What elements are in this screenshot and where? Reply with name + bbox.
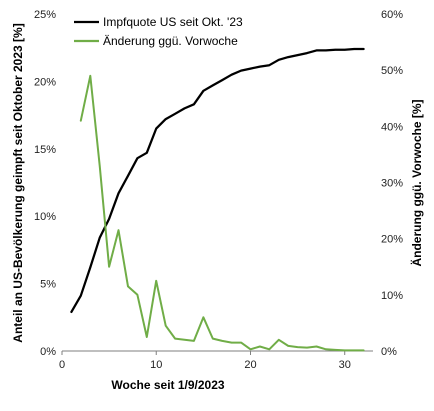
x-tick-label: 10 <box>150 359 162 371</box>
right-axis-ticks: 0% 10% 20% 30% 40% 50% 60% <box>381 9 403 358</box>
left-tick-label: 25% <box>34 9 56 21</box>
right-tick-label: 0% <box>381 346 397 358</box>
legend: Impfquote US seit Okt. '23 Änderung ggü. … <box>74 15 243 48</box>
left-tick-label: 5% <box>40 279 56 291</box>
legend-label-1: Impfquote US seit Okt. '23 <box>103 15 243 29</box>
left-axis-ticks: 0% 5% 10% 15% 20% 25% <box>34 9 56 358</box>
x-tick-label: 0 <box>59 359 65 371</box>
x-axis-ticks: 0 10 20 30 <box>59 351 351 371</box>
right-tick-label: 30% <box>381 178 403 190</box>
left-tick-label: 0% <box>40 346 56 358</box>
right-tick-label: 60% <box>381 9 403 21</box>
right-tick-label: 10% <box>381 290 403 302</box>
x-tick-label: 20 <box>244 359 256 371</box>
legend-label-2: Änderung ggü. Vorwoche <box>103 34 238 48</box>
left-tick-label: 10% <box>34 211 56 223</box>
right-axis-title: Änderung ggü. Vorwoche [%] <box>409 99 424 266</box>
left-tick-label: 15% <box>34 144 56 156</box>
x-tick-label: 30 <box>339 359 351 371</box>
left-tick-label: 20% <box>34 76 56 88</box>
right-tick-label: 50% <box>381 65 403 77</box>
series-line-2 <box>79 74 365 352</box>
right-tick-label: 20% <box>381 234 403 246</box>
right-tick-label: 40% <box>381 121 403 133</box>
series-line-1 <box>70 47 365 314</box>
x-axis-title: Woche seit 1/9/2023 <box>111 378 225 392</box>
left-axis-title: Anteil an US-Bevölkerung geimpft seit Ok… <box>11 23 25 342</box>
series-layer <box>70 47 365 352</box>
